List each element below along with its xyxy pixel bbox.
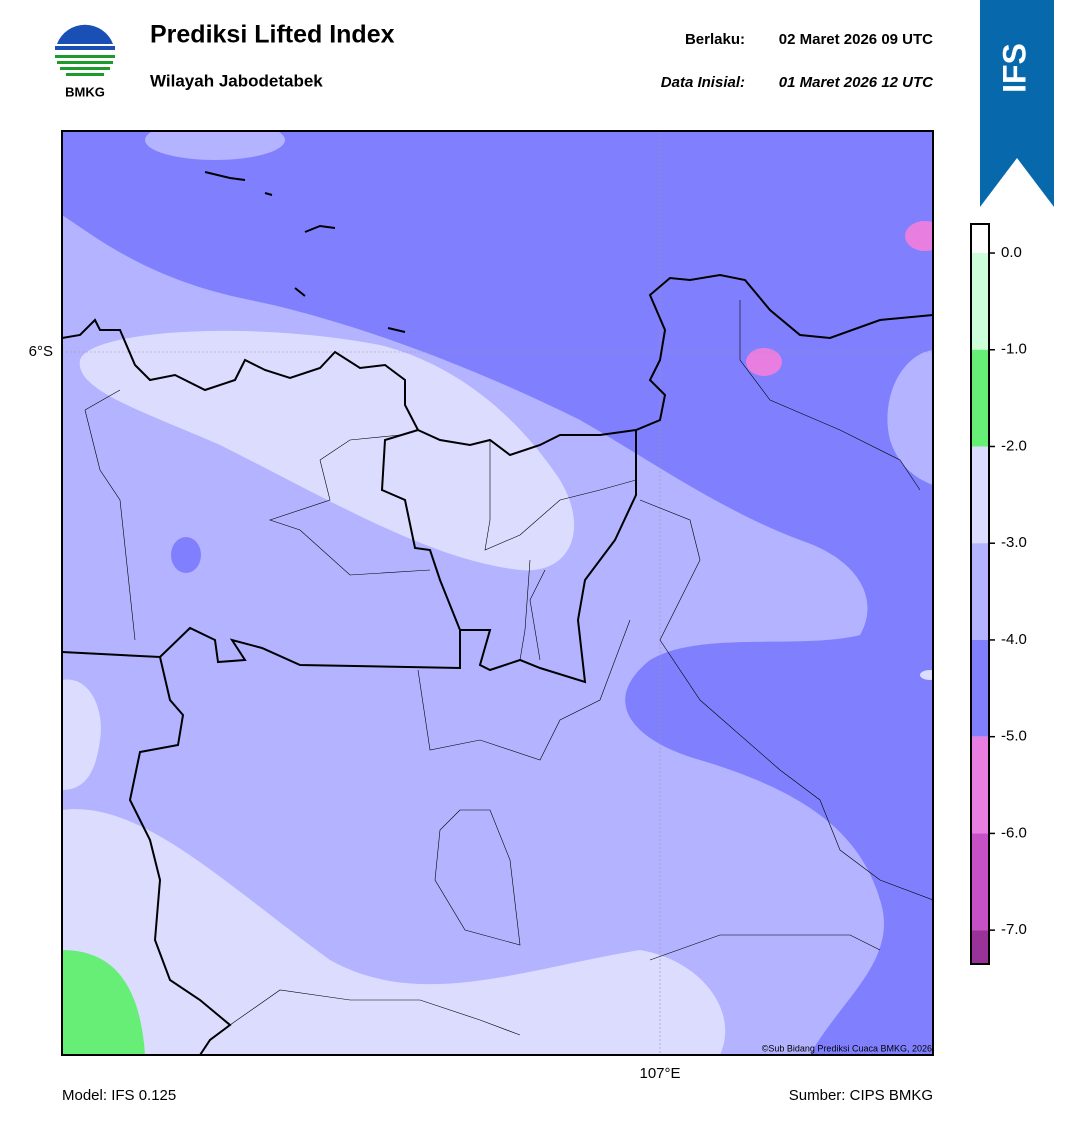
logo-text: BMKG [65, 84, 105, 99]
source-label: Sumber: CIPS BMKG [789, 1087, 933, 1104]
colorbar-tick-label: -1.0 [1001, 341, 1027, 358]
colorbar-segment [971, 349, 989, 447]
valid-label: Berlaku: [685, 31, 745, 48]
title: Prediksi Lifted Index [150, 21, 395, 49]
colorbar-frame [970, 223, 990, 965]
colorbar-tick-label: -3.0 [1001, 534, 1027, 551]
badge-text: IFS [996, 43, 1032, 93]
lon-label: 107°E [639, 1065, 680, 1082]
colorbar-segment [971, 224, 989, 254]
colorbar-segment [971, 930, 989, 964]
map-frame [61, 130, 934, 1056]
lat-label: 6°S [29, 343, 53, 360]
logo: BMKG [55, 24, 115, 99]
map-field [62, 131, 933, 1055]
colorbar-tick-label: -2.0 [1001, 437, 1027, 454]
copyright: ©Sub Bidang Prediksi Cuaca BMKG, 2026 [762, 1043, 932, 1053]
valid-time: 02 Maret 2026 09 UTC [779, 31, 933, 48]
init-label: Data Inisial: [661, 74, 745, 91]
colorbar-segment [971, 736, 989, 834]
colorbar-tick-label: -5.0 [1001, 728, 1027, 745]
colorbar-segment [971, 446, 989, 544]
colorbar-tick-label: -6.0 [1001, 824, 1027, 841]
subtitle: Wilayah Jabodetabek [150, 71, 323, 90]
colorbar-segment [971, 833, 989, 931]
colorbar-tick-label: -7.0 [1001, 921, 1027, 938]
colorbar-segment [971, 639, 989, 737]
colorbar-tick-label: -4.0 [1001, 631, 1027, 648]
model-label: Model: IFS 0.125 [62, 1087, 176, 1104]
badge: IFS [980, 0, 1054, 207]
colorbar: 0.0 -1.0 -2.0 -3.0 -4.0 -5.0 -6.0 -7.0 [970, 223, 1027, 965]
colorbar-tick-label: 0.0 [1001, 244, 1022, 261]
init-time: 01 Maret 2026 12 UTC [779, 74, 934, 91]
colorbar-segment [971, 543, 989, 640]
colorbar-segment [971, 253, 989, 350]
